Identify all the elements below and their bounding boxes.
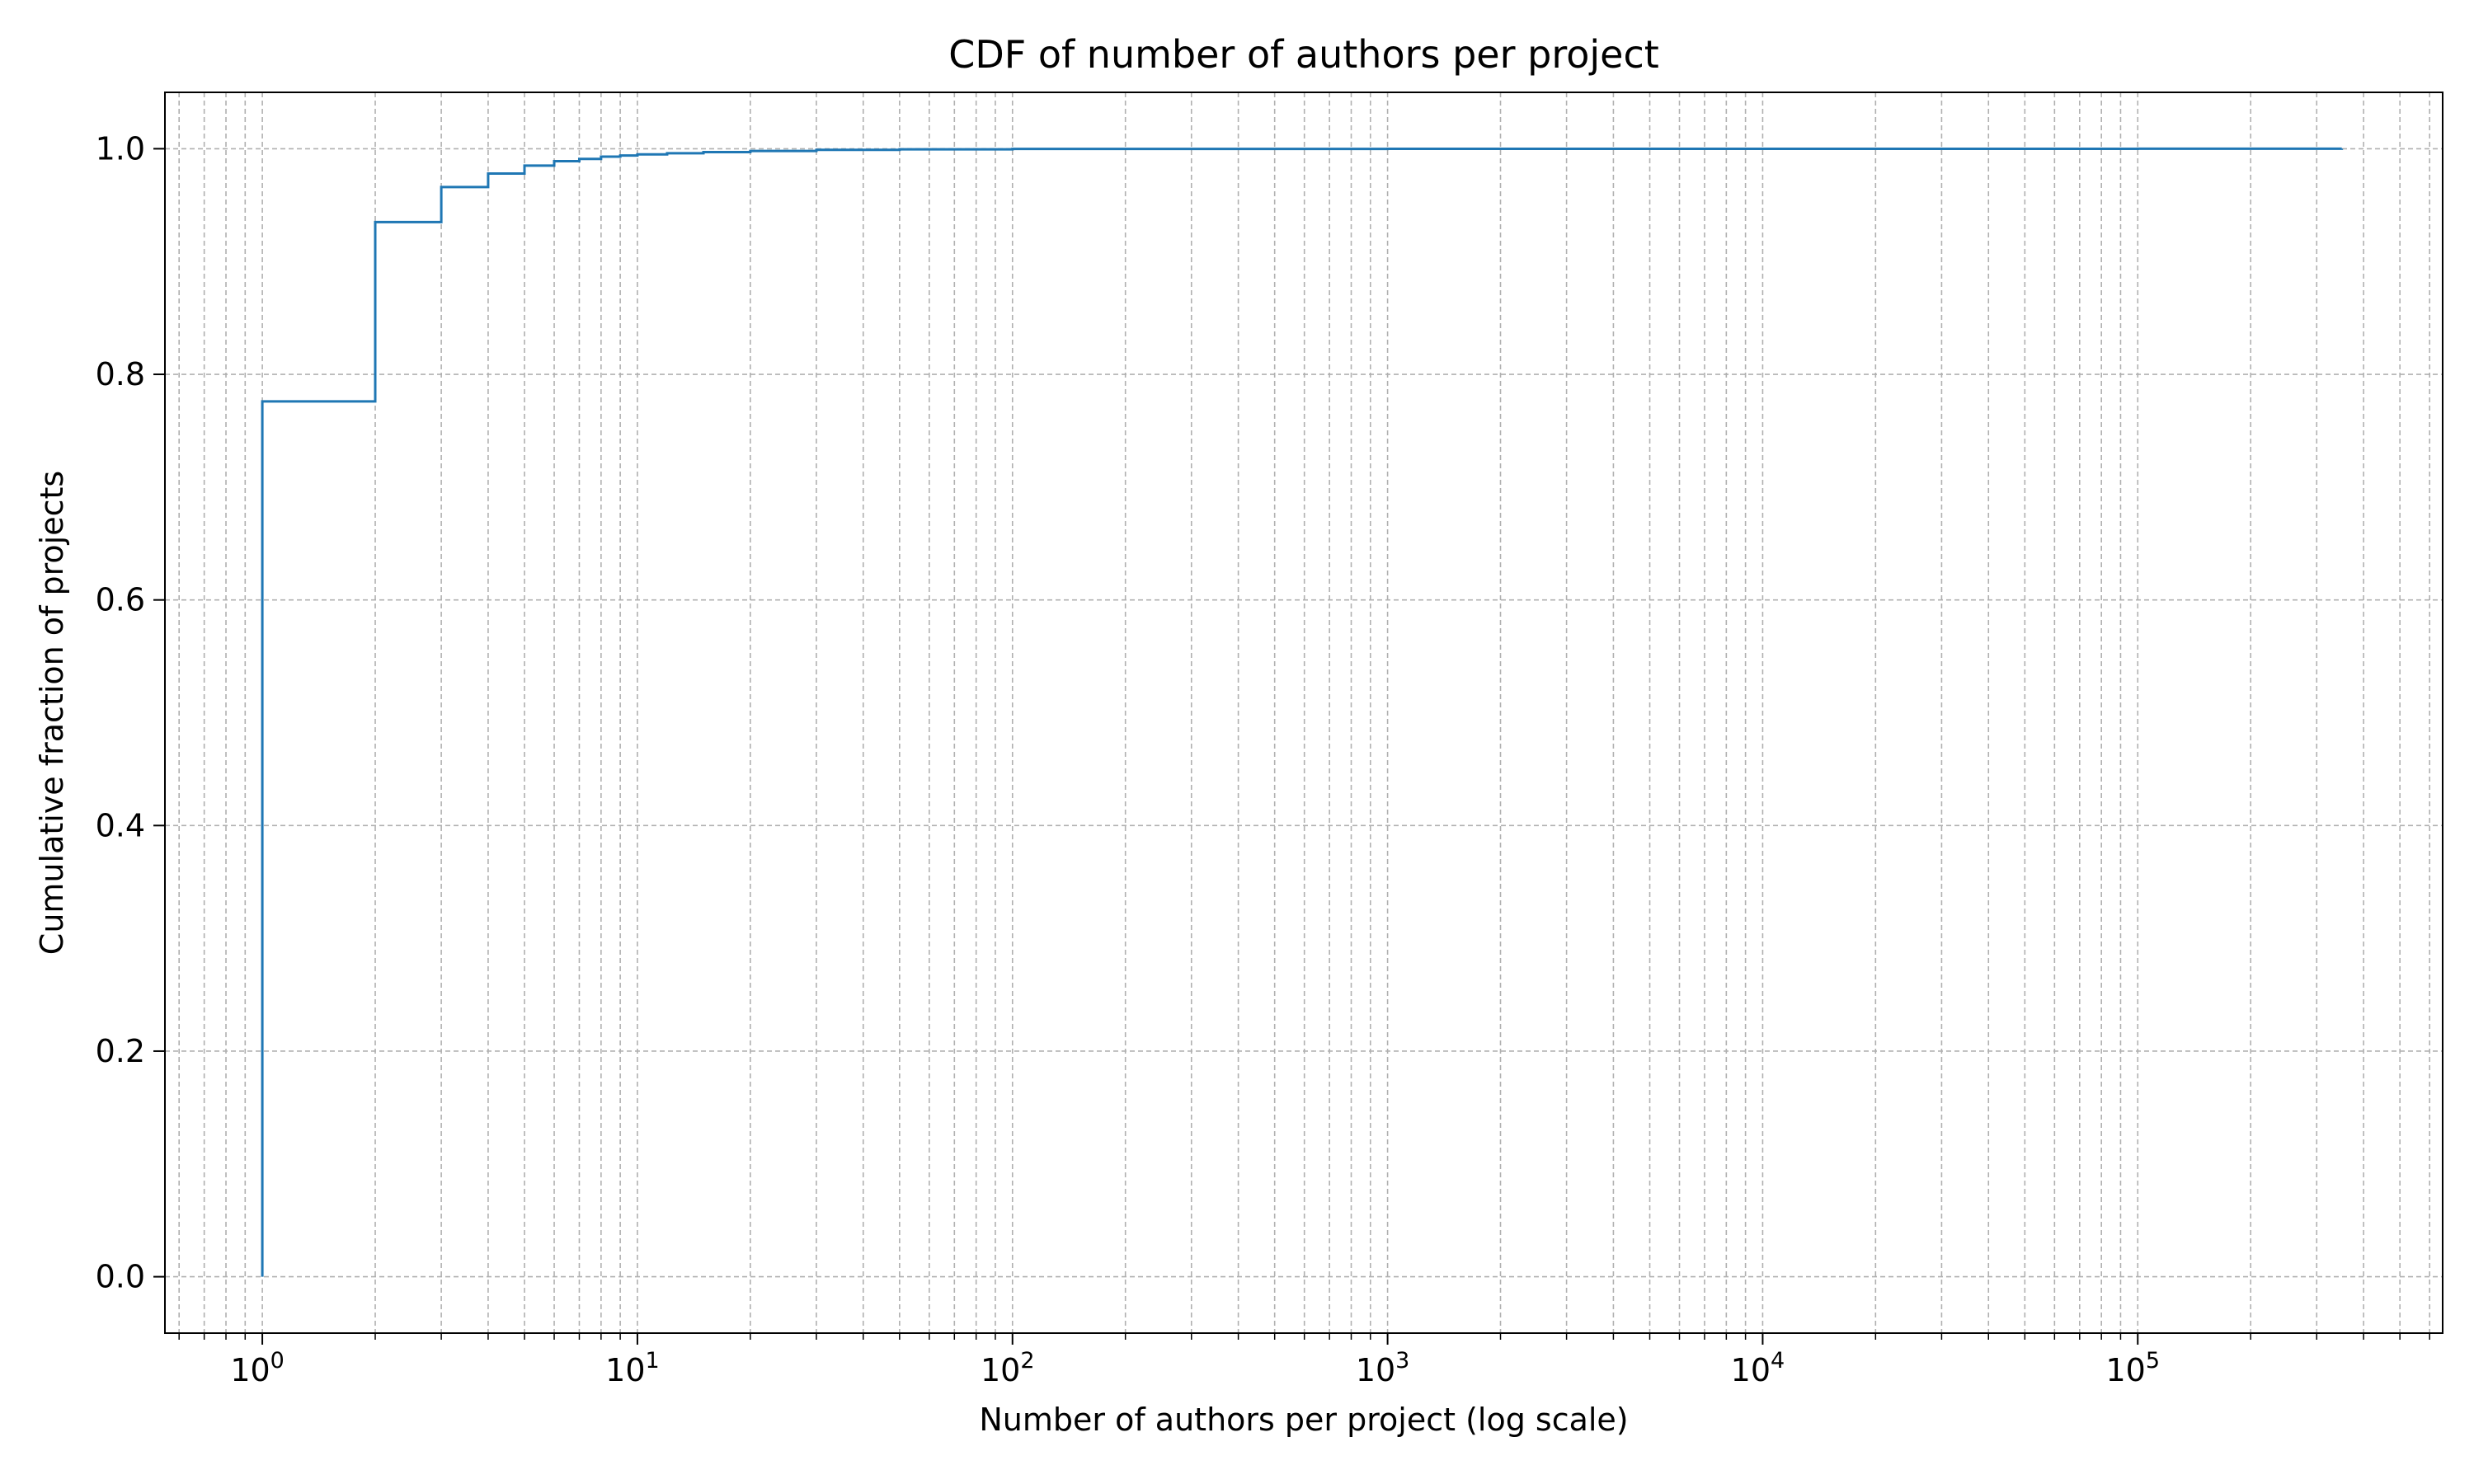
y-tick-label: 0.0 [96, 1259, 145, 1295]
x-tick-label: 102 [981, 1348, 1035, 1388]
chart-title: CDF of number of authors per project [948, 32, 1659, 77]
tick-labels: 0.0 0.2 0.4 0.6 0.8 1.0 100 101 102 103 104 105 [96, 130, 2160, 1388]
x-tick-label: 105 [2105, 1348, 2160, 1388]
ticks [153, 148, 2430, 1345]
x-tick-label: 101 [605, 1348, 660, 1388]
y-tick-label: 0.2 [96, 1033, 145, 1069]
y-tick-label: 0.4 [96, 807, 145, 843]
series-layer [261, 147, 2344, 1277]
x-axis-label: Number of authors per project (log scale… [979, 1402, 1628, 1438]
x-tick-label: 103 [1356, 1348, 1410, 1388]
y-axis-label: Cumulative fraction of projects [34, 471, 70, 955]
cdf-series-line [261, 147, 2344, 1277]
y-tick-label: 1.0 [96, 130, 145, 167]
y-tick-label: 0.8 [96, 356, 145, 392]
x-tick-label: 100 [230, 1348, 285, 1388]
y-tick-label: 0.6 [96, 582, 145, 618]
x-tick-label: 104 [1731, 1348, 1785, 1388]
